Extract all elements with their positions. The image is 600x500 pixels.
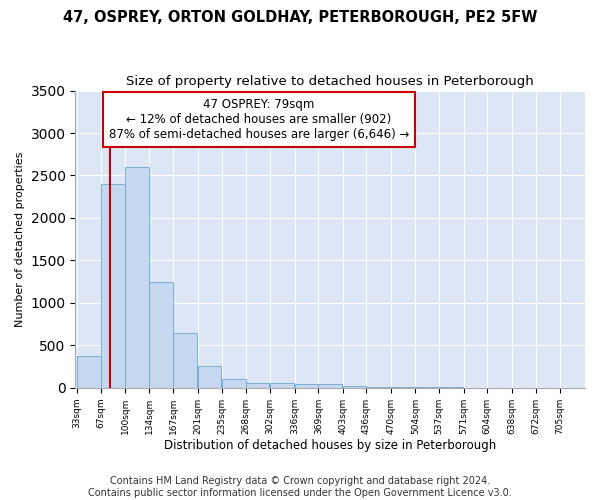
Bar <box>149 282 173 388</box>
Y-axis label: Number of detached properties: Number of detached properties <box>15 152 25 327</box>
X-axis label: Distribution of detached houses by size in Peterborough: Distribution of detached houses by size … <box>164 440 496 452</box>
Text: 47, OSPREY, ORTON GOLDHAY, PETERBOROUGH, PE2 5FW: 47, OSPREY, ORTON GOLDHAY, PETERBOROUGH,… <box>63 10 537 25</box>
Text: Contains HM Land Registry data © Crown copyright and database right 2024.
Contai: Contains HM Land Registry data © Crown c… <box>88 476 512 498</box>
Bar <box>173 334 197 388</box>
Bar <box>270 383 294 388</box>
Bar <box>101 184 125 388</box>
Bar <box>319 384 342 388</box>
Bar <box>77 356 101 388</box>
Title: Size of property relative to detached houses in Peterborough: Size of property relative to detached ho… <box>127 75 534 88</box>
Bar <box>125 167 149 388</box>
Bar <box>295 384 319 388</box>
Bar <box>222 380 246 388</box>
Bar <box>415 387 439 388</box>
Bar <box>343 386 367 388</box>
Text: 47 OSPREY: 79sqm
← 12% of detached houses are smaller (902)
87% of semi-detached: 47 OSPREY: 79sqm ← 12% of detached house… <box>109 98 409 141</box>
Bar <box>367 386 390 388</box>
Bar <box>197 366 221 388</box>
Bar <box>246 383 269 388</box>
Bar <box>391 387 415 388</box>
